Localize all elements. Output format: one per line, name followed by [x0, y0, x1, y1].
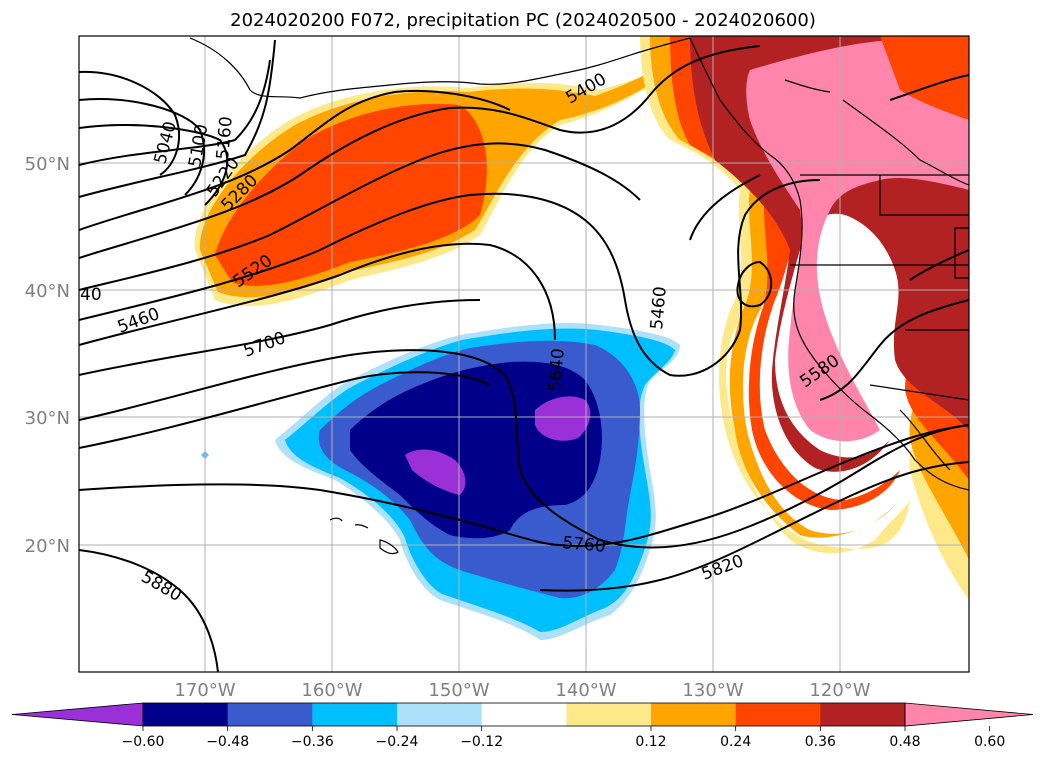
lon-label-150w: 150°W	[428, 680, 489, 701]
longitude-labels: 170°W 160°W 150°W 140°W 130°W 120°W	[174, 680, 870, 701]
colorbar-tick-label: 0.60	[974, 734, 1005, 750]
colorbar-tick-label: −0.48	[206, 734, 249, 750]
colorbar-segment	[227, 703, 313, 726]
colorbar-tick-label: −0.24	[376, 734, 419, 750]
map-frame	[78, 35, 970, 673]
map-panel: 5040 5100 5160 5220 5280 5400 5520 5460 …	[25, 35, 970, 701]
colorbar-tick-label: 0.48	[889, 734, 920, 750]
lat-label-30n: 30°N	[25, 408, 70, 429]
coastlines	[189, 37, 969, 555]
colorbar-tick-label: −0.60	[122, 734, 165, 750]
colorbar-segment	[481, 703, 567, 726]
lon-label-120w: 120°W	[809, 680, 870, 701]
colorbar-tick-label: 0.12	[635, 734, 666, 750]
positive-anomaly-gulf-of-alaska	[194, 60, 690, 307]
latitude-labels: 50°N 40°N 30°N 20°N	[25, 154, 70, 557]
contour-label-11: 5460	[647, 286, 671, 331]
height-contours	[79, 39, 969, 672]
colorbar-segment	[566, 703, 652, 726]
colorbar-tick-label: 0.36	[805, 734, 836, 750]
colorbar-segment	[651, 703, 737, 726]
colorbar-segment	[397, 703, 483, 726]
figure-title: 2024020200 F072, precipitation PC (20240…	[230, 10, 816, 31]
colorbar-segment	[312, 703, 398, 726]
island-marker	[201, 451, 209, 459]
lon-label-130w: 130°W	[682, 680, 743, 701]
lon-label-170w: 170°W	[174, 680, 235, 701]
contour-label-partial: 40	[80, 285, 102, 305]
lat-label-40n: 40°N	[25, 281, 70, 302]
negative-anomaly-subtropical	[275, 323, 680, 640]
lon-label-160w: 160°W	[301, 680, 362, 701]
colorbar-tick-label: −0.12	[460, 734, 503, 750]
colorbar-tick-label: −0.36	[291, 734, 334, 750]
colorbar-segment	[820, 703, 906, 726]
colorbar: −0.60 −0.48 −0.36 −0.24 −0.12 0.12 0.24 0.36 0.4…	[11, 702, 1034, 750]
colorbar-frame	[142, 702, 906, 727]
graticule	[79, 36, 969, 672]
colorbar-segment	[143, 703, 229, 726]
positive-anomaly-west-coast	[640, 36, 969, 600]
contour-label-10: 5640	[545, 348, 569, 393]
lat-label-50n: 50°N	[25, 154, 70, 175]
colorbar-segment	[735, 703, 821, 726]
colorbar-extend-high	[904, 702, 1034, 727]
colorbar-extend-low	[11, 702, 144, 727]
colorbar-tick-label: 0.24	[720, 734, 751, 750]
lat-label-20n: 20°N	[25, 536, 70, 557]
contour-label-3: 5160	[213, 116, 237, 161]
lon-label-140w: 140°W	[555, 680, 616, 701]
contour-label-13: 5760	[562, 533, 607, 557]
